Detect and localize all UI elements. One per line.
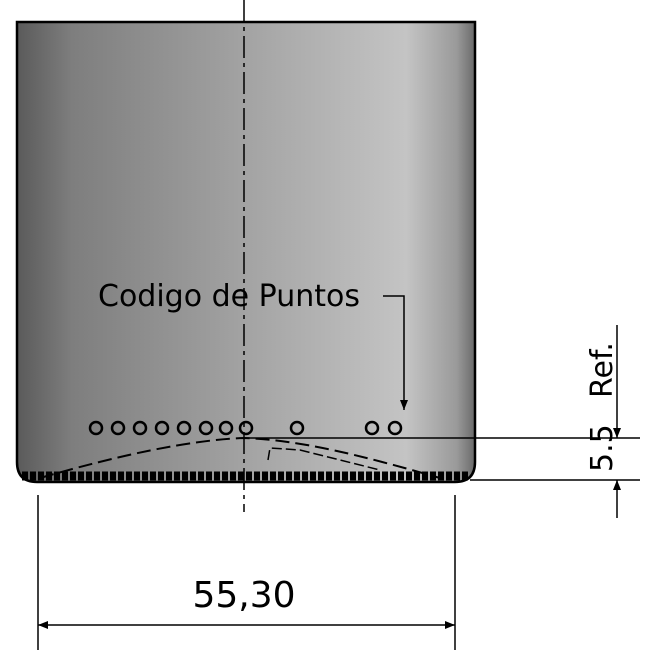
callout-label: Codigo de Puntos <box>98 279 360 314</box>
drawing: Codigo de Puntos 5.5 Ref. 55,30 <box>0 0 653 669</box>
width-value: 55,30 <box>192 575 295 616</box>
height-note: Ref. <box>585 342 620 398</box>
width-dimension <box>38 495 455 650</box>
bottle-body <box>17 22 475 482</box>
height-value: 5.5 <box>585 424 620 472</box>
page: Codigo de Puntos 5.5 Ref. 55,30 (() => {… <box>0 0 653 669</box>
